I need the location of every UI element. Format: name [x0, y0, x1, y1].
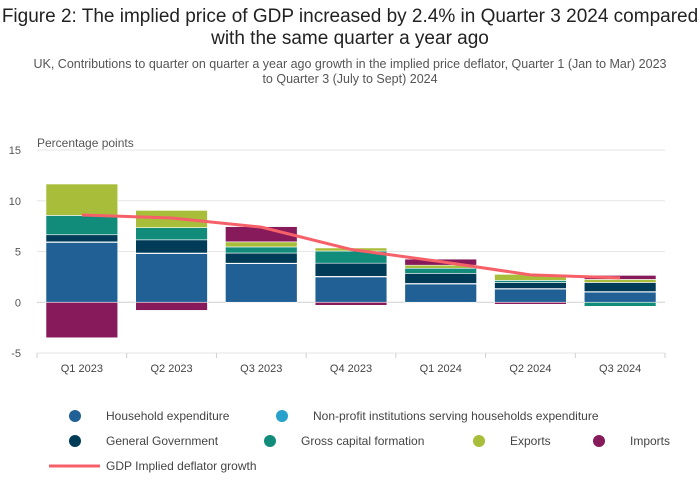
bar-segment [314, 262, 388, 277]
bar-segment [135, 253, 208, 303]
bar-segment [494, 282, 567, 289]
bar-segment [404, 267, 477, 274]
bar-segment [583, 282, 657, 292]
legend-label: General Government [106, 434, 219, 448]
legend-swatch [276, 410, 288, 422]
bar-segment [314, 301, 388, 306]
bar-segment [45, 215, 119, 236]
x-axis-ticks: Q1 2023 Q2 2023 Q3 2023 Q4 2023 Q1 2024 Q2 20… [61, 363, 641, 375]
x-tick-label: Q2 2024 [509, 363, 551, 375]
legend-label: Exports [510, 434, 551, 448]
bar-segment [45, 234, 119, 243]
bar-segment [45, 301, 119, 339]
y-axis-label: Percentage points [37, 136, 134, 150]
bars-group [45, 183, 657, 339]
legend: Household expenditure Non-profit institut… [49, 409, 670, 473]
legend-swatch [69, 410, 81, 422]
chart-subtitle: UK, Contributions to quarter on quarter … [33, 57, 667, 86]
line-group [81, 213, 621, 280]
bar-segment [583, 291, 657, 303]
gdp-deflator-line [81, 213, 621, 280]
legend-swatch [593, 435, 605, 447]
x-tick-label: Q1 2024 [420, 363, 462, 375]
legend-swatch [264, 435, 276, 447]
bar-segment [404, 273, 477, 284]
legend-label: Imports [630, 434, 670, 448]
bar-segment [225, 263, 298, 303]
y-tick-label: 5 [15, 247, 21, 259]
x-tick-label: Q1 2023 [61, 363, 103, 375]
y-tick-label: 0 [15, 297, 21, 309]
bar-segment [494, 280, 567, 283]
legend-label: Household expenditure [106, 409, 230, 423]
legend-label: Non-profit institutions serving househol… [313, 409, 599, 423]
bar-segment [225, 246, 298, 254]
x-tick-label: Q4 2023 [330, 363, 372, 375]
x-tick-label: Q3 2023 [240, 363, 282, 375]
bar-segment [45, 183, 119, 216]
bar-segment [583, 279, 657, 283]
legend-label: Gross capital formation [301, 434, 424, 448]
bar-segment [135, 227, 208, 241]
bar-segment [314, 276, 388, 303]
bar-segment [404, 283, 477, 303]
legend-swatch [69, 435, 81, 447]
x-tick-label: Q3 2024 [599, 363, 641, 375]
legend-swatch [473, 435, 485, 447]
bar-segment [135, 301, 208, 311]
x-tick-label: Q2 2023 [150, 363, 192, 375]
chart-title: Figure 2: The implied price of GDP incre… [1, 6, 699, 49]
y-tick-label: -5 [11, 348, 21, 360]
bar-segment [225, 241, 298, 248]
bar-segment [583, 301, 657, 307]
bar-segment [135, 239, 208, 254]
bar-segment [494, 301, 567, 305]
y-axis-ticks: -5 0 5 10 15 [9, 145, 21, 360]
bar-segment [225, 252, 298, 264]
bar-segment [45, 242, 119, 303]
y-tick-label: 10 [9, 196, 21, 208]
bar-segment [494, 288, 567, 303]
legend-label: GDP Implied deflator growth [106, 459, 257, 473]
y-tick-label: 15 [9, 145, 21, 157]
